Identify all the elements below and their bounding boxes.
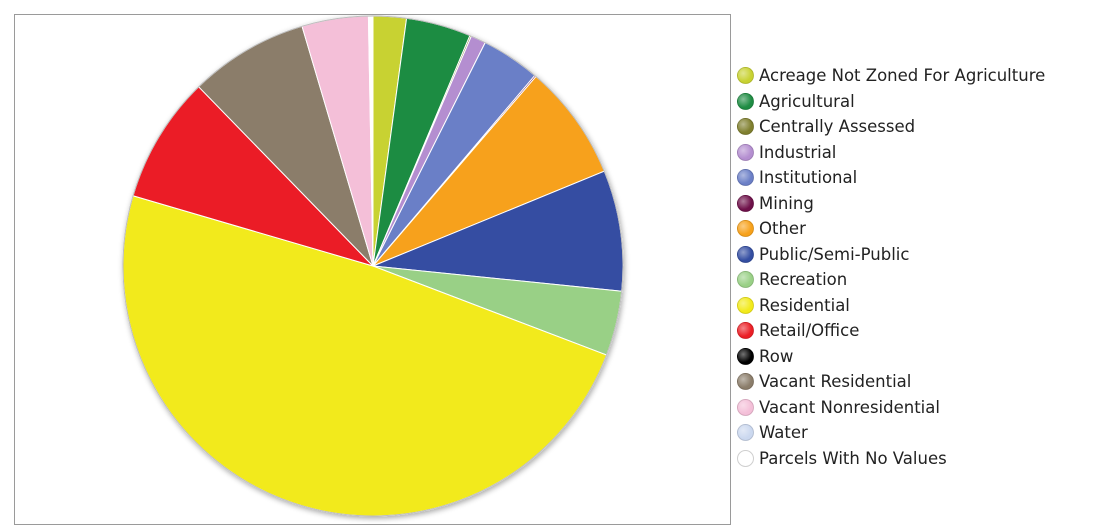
- legend-item-industrial[interactable]: Industrial: [737, 140, 1045, 166]
- legend-label: Residential: [759, 295, 850, 315]
- pie-rim: [122, 15, 624, 517]
- legend-item-institutional[interactable]: Institutional: [737, 165, 1045, 191]
- legend-label: Water: [759, 423, 808, 443]
- legend-swatch: [737, 296, 754, 314]
- legend-item-row[interactable]: Row: [737, 344, 1045, 370]
- pie-chart: [122, 15, 624, 517]
- legend-swatch: [737, 118, 754, 136]
- legend-label: Recreation: [759, 270, 848, 290]
- legend-label: Acreage Not Zoned For Agriculture: [759, 66, 1046, 86]
- legend-item-water[interactable]: Water: [737, 420, 1045, 446]
- legend-label: Vacant Residential: [759, 372, 912, 392]
- legend-swatch: [737, 322, 754, 340]
- legend-item-acreage-not-zoned-for-agriculture[interactable]: Acreage Not Zoned For Agriculture: [737, 63, 1045, 89]
- legend-label: Parcels With No Values: [759, 448, 947, 468]
- legend-item-mining[interactable]: Mining: [737, 191, 1045, 217]
- legend-label: Vacant Nonresidential: [759, 397, 940, 417]
- legend-label: Other: [759, 219, 806, 239]
- legend-swatch: [737, 373, 754, 391]
- legend-swatch: [737, 347, 754, 365]
- legend-label: Row: [759, 346, 794, 366]
- legend-swatch: [737, 271, 754, 289]
- legend-item-vacant-residential[interactable]: Vacant Residential: [737, 369, 1045, 395]
- legend-swatch: [737, 143, 754, 161]
- legend-swatch: [737, 245, 754, 263]
- legend-label: Institutional: [759, 168, 858, 188]
- legend-swatch: [737, 449, 754, 467]
- legend-item-centrally-assessed[interactable]: Centrally Assessed: [737, 114, 1045, 140]
- chart-frame: [14, 14, 731, 525]
- legend-item-parcels-with-no-values[interactable]: Parcels With No Values: [737, 446, 1045, 472]
- legend-label: Mining: [759, 193, 814, 213]
- legend-swatch: [737, 92, 754, 110]
- legend-item-residential[interactable]: Residential: [737, 293, 1045, 319]
- pie-slices: [122, 15, 624, 517]
- legend-item-recreation[interactable]: Recreation: [737, 267, 1045, 293]
- legend-label: Industrial: [759, 142, 837, 162]
- legend-swatch: [737, 424, 754, 442]
- legend-item-agricultural[interactable]: Agricultural: [737, 89, 1045, 115]
- legend: Acreage Not Zoned For Agriculture Agricul…: [737, 63, 1045, 471]
- legend-label: Centrally Assessed: [759, 117, 916, 137]
- legend-label: Retail/Office: [759, 321, 860, 341]
- legend-swatch: [737, 169, 754, 187]
- legend-swatch: [737, 220, 754, 238]
- legend-swatch: [737, 194, 754, 212]
- legend-item-public-semi-public[interactable]: Public/Semi-Public: [737, 242, 1045, 268]
- legend-label: Public/Semi-Public: [759, 244, 910, 264]
- legend-swatch: [737, 67, 754, 85]
- legend-swatch: [737, 398, 754, 416]
- legend-item-other[interactable]: Other: [737, 216, 1045, 242]
- legend-item-vacant-nonresidential[interactable]: Vacant Nonresidential: [737, 395, 1045, 421]
- legend-label: Agricultural: [759, 91, 855, 111]
- legend-item-retail-office[interactable]: Retail/Office: [737, 318, 1045, 344]
